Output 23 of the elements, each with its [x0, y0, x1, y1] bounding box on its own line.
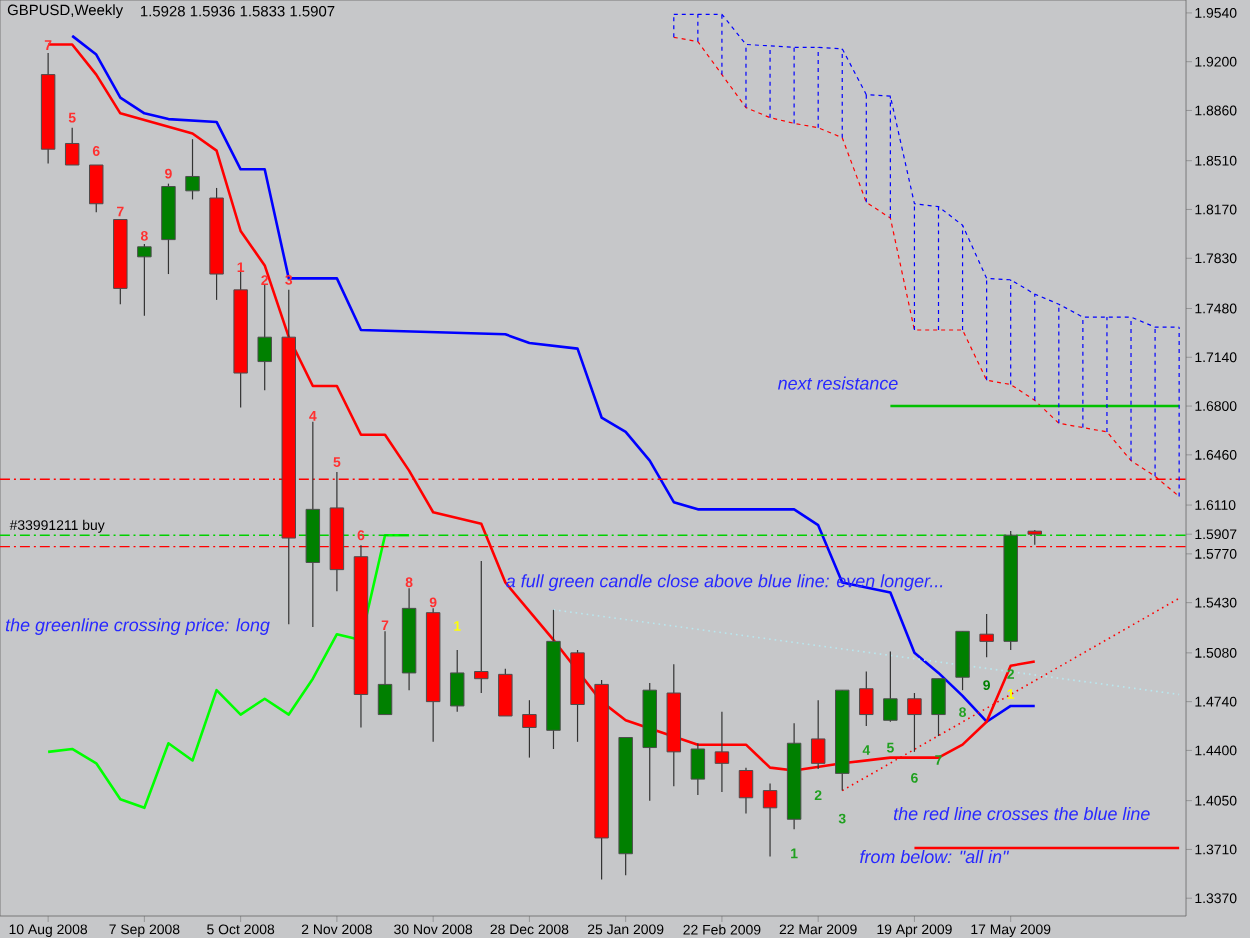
- candlestick: [449, 649, 465, 713]
- annotation: next resistance: [777, 376, 898, 390]
- candlestick: [907, 692, 922, 753]
- candlestick: [859, 670, 874, 727]
- candlestick: [137, 243, 152, 317]
- annotation: the red line crosses the blue line: [893, 806, 1150, 821]
- annotation: from below: "all in": [860, 850, 1010, 864]
- candlestick: [377, 630, 393, 716]
- annotation: the greenline crossing price: long: [5, 618, 270, 635]
- candlestick: [257, 283, 272, 391]
- candlestick: [522, 699, 537, 759]
- candlestick: [690, 742, 706, 796]
- candlestick: [498, 668, 513, 717]
- candlestick: [955, 630, 970, 691]
- candlestick: [762, 782, 778, 858]
- candlestick: [883, 650, 898, 723]
- candlestick: [931, 678, 946, 737]
- candlestick: [738, 767, 754, 815]
- candlestick: [64, 127, 80, 166]
- candlestick: [474, 560, 489, 694]
- candlestick: [89, 164, 104, 213]
- candlestick: [979, 613, 994, 658]
- candlestick: [185, 138, 200, 201]
